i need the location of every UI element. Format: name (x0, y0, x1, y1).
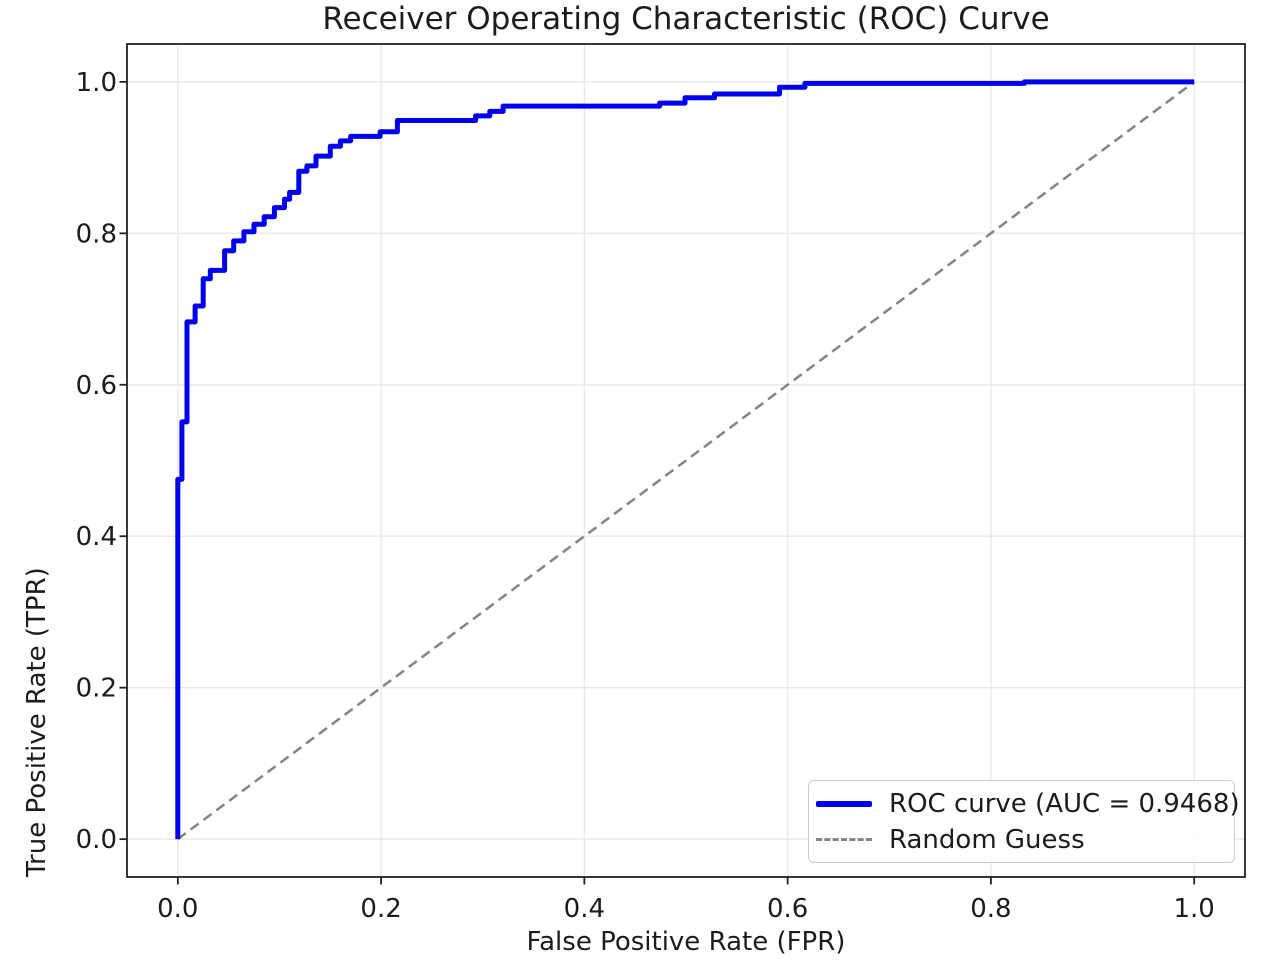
roc-curve-line-icon (816, 800, 872, 807)
legend-label-random-guess: Random Guess (889, 824, 1085, 855)
x-tick-label: 0.0 (157, 894, 198, 924)
random-guess-swatch (816, 838, 872, 841)
legend-item-random-guess: Random Guess (816, 823, 1224, 856)
y-tick-label: 0.4 (76, 522, 117, 552)
axes-border (126, 43, 1246, 878)
y-tick-label: 0.2 (76, 674, 117, 704)
x-tick-label: 0.8 (970, 894, 1011, 924)
random-guess-line (177, 80, 1195, 841)
x-tick-label: 0.4 (564, 894, 605, 924)
y-axis-label: True Positive Rate (TPR) (22, 567, 52, 877)
y-tick-label: 0.6 (76, 371, 117, 401)
legend-label-roc-curve: ROC curve (AUC = 0.9468) (889, 788, 1240, 819)
roc-curve-swatch (816, 800, 872, 807)
x-tick-label: 1.0 (1174, 894, 1215, 924)
roc-curve-line (175, 79, 1195, 840)
x-axis-label: False Positive Rate (FPR) (526, 927, 846, 957)
x-tick-label: 0.2 (360, 894, 401, 924)
legend: ROC curve (AUC = 0.9468) Random Guess (808, 780, 1240, 863)
y-tick-label: 0.0 (76, 825, 117, 855)
legend-item-roc-curve: ROC curve (AUC = 0.9468) (816, 787, 1240, 820)
y-tick-label: 0.8 (76, 219, 117, 249)
x-tick-label: 0.6 (767, 894, 808, 924)
chart-title: Receiver Operating Characteristic (ROC) … (322, 1, 1050, 37)
dashed-line-icon (816, 838, 872, 841)
y-tick-label: 1.0 (76, 68, 117, 98)
